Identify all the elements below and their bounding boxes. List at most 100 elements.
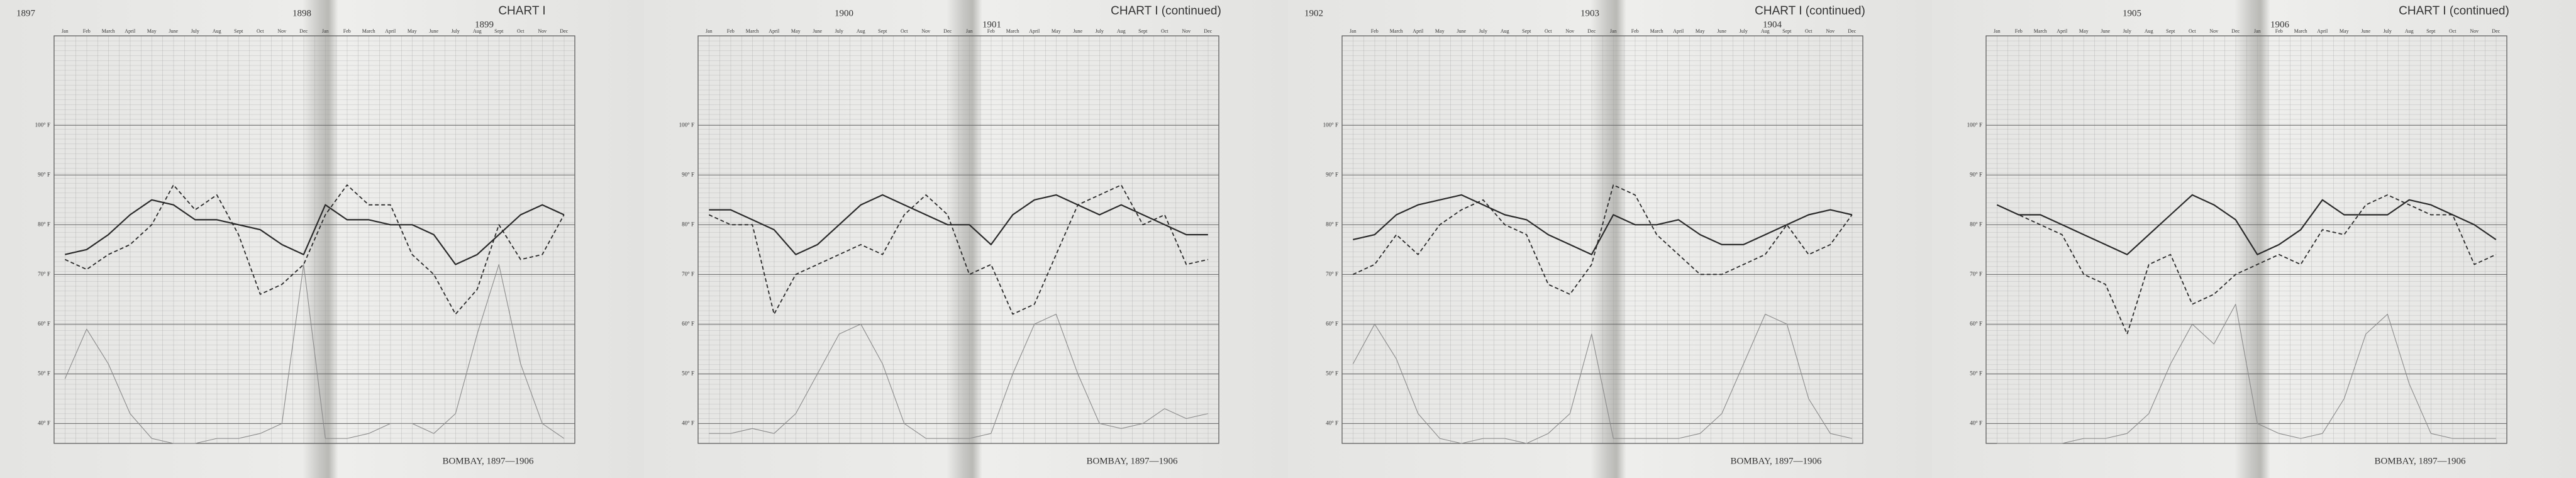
month-label: July	[2384, 28, 2392, 34]
y-tick-label: 60° F	[1326, 320, 1338, 326]
month-label: March	[362, 28, 375, 34]
minor-grid	[697, 35, 1219, 444]
month-label: May	[147, 28, 157, 34]
month-label: Nov	[538, 28, 547, 34]
month-label: March	[1006, 28, 1019, 34]
month-label: Sept	[1138, 28, 1148, 34]
y-tick-label: 80° F	[1970, 221, 1982, 227]
year-label: 1905	[2123, 8, 2141, 18]
chart-panel: CHART I (continued) 1905 1906 BOMBAY, 1897—…	[1932, 0, 2576, 478]
y-tick-label: 50° F	[38, 370, 50, 376]
month-label: Aug	[473, 28, 482, 34]
month-label: July	[1479, 28, 1487, 34]
month-label: June	[1717, 28, 1726, 34]
y-tick-label: 40° F	[38, 420, 50, 426]
month-label: June	[1073, 28, 1082, 34]
month-label: Oct	[1161, 28, 1169, 34]
minor-grid	[1985, 35, 2507, 444]
y-tick-label: 70° F	[682, 270, 694, 277]
month-label: Dec	[1848, 28, 1856, 34]
chart-footer: BOMBAY, 1897—1906	[442, 456, 534, 466]
month-label: Dec	[943, 28, 952, 34]
chart-title: CHART I (continued)	[1111, 4, 1221, 18]
year-label: 1899	[475, 19, 494, 30]
data-line	[1996, 194, 2497, 255]
year-label: 1898	[292, 8, 311, 18]
y-tick-label: 40° F	[1970, 420, 1982, 426]
month-label: Aug	[2145, 28, 2153, 34]
minor-grid	[1341, 35, 1863, 444]
data-line	[65, 199, 565, 265]
y-tick-label: 50° F	[1970, 370, 1982, 376]
data-line	[64, 264, 565, 444]
month-label: March	[1650, 28, 1663, 34]
month-label: April	[1029, 28, 1040, 34]
month-label: May	[408, 28, 417, 34]
month-label: Nov	[1826, 28, 1835, 34]
month-label: Oct	[517, 28, 525, 34]
month-label: Dec	[1204, 28, 1212, 34]
month-label: March	[102, 28, 115, 34]
month-label: Sept	[2166, 28, 2175, 34]
month-label: March	[2034, 28, 2047, 34]
y-tick-label: 100° F	[1967, 121, 1982, 128]
chart-footer: BOMBAY, 1897—1906	[1730, 456, 1822, 466]
month-label: Feb	[2275, 28, 2283, 34]
y-tick-label: 90° F	[1326, 171, 1338, 177]
y-tick-label: 70° F	[38, 270, 50, 277]
month-label: Jan	[1350, 28, 1357, 34]
month-label: July	[452, 28, 460, 34]
y-tick-label: 90° F	[1970, 171, 1982, 177]
month-label: July	[2123, 28, 2131, 34]
month-label: Jan	[2254, 28, 2261, 34]
month-label: Feb	[83, 28, 91, 34]
chart-footer: BOMBAY, 1897—1906	[1086, 456, 1178, 466]
year-label: 1904	[1763, 19, 1782, 30]
month-label: Feb	[987, 28, 995, 34]
month-label: Jan	[322, 28, 329, 34]
month-label: Jan	[966, 28, 973, 34]
y-tick-label: 60° F	[1970, 320, 1982, 326]
chart-panel: CHART I (continued) 1902 1903 1904 BOMBAY, 1…	[1288, 0, 1932, 478]
month-label: Sept	[2426, 28, 2436, 34]
month-label: Aug	[1117, 28, 1126, 34]
year-label: 1900	[835, 8, 853, 18]
y-tick-label: 40° F	[1326, 420, 1338, 426]
month-label: May	[1052, 28, 1061, 34]
month-label: Sept	[878, 28, 887, 34]
chart-title: CHART I (continued)	[1755, 4, 1865, 18]
month-label: Feb	[1631, 28, 1639, 34]
month-label: July	[1740, 28, 1748, 34]
year-label: 1902	[1304, 8, 1323, 18]
month-label: Sept	[494, 28, 504, 34]
month-label: Dec	[1587, 28, 1596, 34]
month-label: Oct	[2189, 28, 2196, 34]
month-label: Feb	[2015, 28, 2023, 34]
month-label: March	[2294, 28, 2307, 34]
month-label: Nov	[1182, 28, 1191, 34]
data-line	[1997, 304, 2496, 444]
month-label: Aug	[857, 28, 865, 34]
month-label: Oct	[901, 28, 908, 34]
chart-title: CHART I (continued)	[2399, 4, 2509, 18]
month-label: April	[2317, 28, 2328, 34]
month-label: Aug	[213, 28, 221, 34]
year-label: 1897	[16, 8, 36, 18]
month-label: April	[1413, 28, 1424, 34]
month-label: Nov	[2470, 28, 2479, 34]
y-tick-label: 80° F	[1326, 221, 1338, 227]
month-label: Feb	[1371, 28, 1379, 34]
month-label: Nov	[277, 28, 286, 34]
data-line	[1353, 194, 1853, 255]
month-label: Nov	[1565, 28, 1574, 34]
month-label: July	[835, 28, 843, 34]
y-tick-label: 100° F	[679, 121, 694, 128]
month-label: April	[385, 28, 396, 34]
data-line	[1996, 194, 2497, 335]
y-tick-label: 80° F	[38, 221, 50, 227]
month-label: June	[1457, 28, 1466, 34]
month-label: Nov	[2209, 28, 2218, 34]
data-line	[709, 194, 1208, 255]
